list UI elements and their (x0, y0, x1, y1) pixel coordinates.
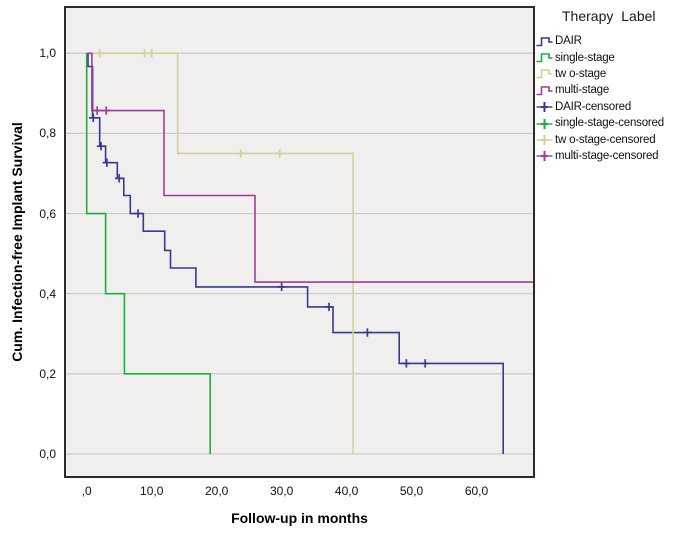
legend-censor-swatch-icon (536, 102, 553, 113)
legend: Therapy Label DAIR single-stage tw o-stage… (536, 8, 692, 164)
y-tick-label: 0,2 (39, 366, 56, 381)
legend-item-label: DAIR-censored (555, 100, 632, 113)
legend-item: multi-stage-censored (536, 148, 692, 164)
x-axis-title: Follow-up in months (231, 510, 368, 526)
y-tick-label: 0,0 (39, 446, 56, 461)
x-tick-label: 50,0 (399, 484, 424, 498)
survival-curve-multi-stage (86, 52, 535, 283)
legend-curve-swatch-icon (536, 53, 553, 63)
plot-background (64, 6, 535, 478)
legend-item: multi-stage (536, 82, 692, 98)
legend-item: tw o-stage (536, 66, 692, 82)
legend-curve-swatch-icon (536, 36, 553, 46)
x-tick-label: 40,0 (334, 484, 359, 498)
y-tick-label: 0,8 (39, 126, 56, 141)
legend-curve-swatch-icon (536, 69, 553, 79)
y-tick-label: 1,0 (39, 46, 56, 61)
legend-item-label: tw o-stage-censored (555, 133, 656, 146)
y-axis-title: Cum. Infection-free Implant Survival (9, 122, 25, 362)
survival-curve-single-stage (85, 53, 211, 454)
x-tick-label: 60,0 (464, 484, 489, 498)
legend-items: DAIR single-stage tw o-stage multi-stage DAI… (536, 33, 692, 164)
legend-item: tw o-stage-censored (536, 131, 692, 147)
legend-item: single-stage-censored (536, 115, 692, 131)
legend-item-label: single-stage (555, 51, 615, 64)
legend-item-label: tw o-stage (555, 67, 607, 80)
legend-item: DAIR-censored (536, 99, 692, 115)
x-tick-label: 20,0 (204, 484, 229, 498)
plot-area (64, 6, 535, 478)
x-tick-label: ,0 (81, 484, 92, 498)
legend-item-label: multi-stage-censored (555, 149, 659, 162)
x-tick-label: 10,0 (140, 484, 164, 498)
x-tick-label: 30,0 (269, 484, 294, 498)
legend-title: Therapy Label (562, 8, 656, 24)
legend-censor-swatch-icon (536, 151, 553, 162)
legend-item-label: DAIR (555, 35, 582, 48)
plot-frame (64, 6, 535, 478)
legend-item-label: multi-stage (555, 84, 610, 97)
legend-item: single-stage (536, 49, 692, 65)
y-tick-label: 0,6 (39, 206, 56, 221)
legend-censor-swatch-icon (536, 135, 553, 146)
y-tick-label: 0,4 (39, 286, 56, 301)
legend-item-label: single-stage-censored (555, 117, 664, 130)
legend-censor-swatch-icon (536, 118, 553, 129)
legend-curve-swatch-icon (536, 86, 553, 96)
legend-item: DAIR (536, 33, 692, 49)
